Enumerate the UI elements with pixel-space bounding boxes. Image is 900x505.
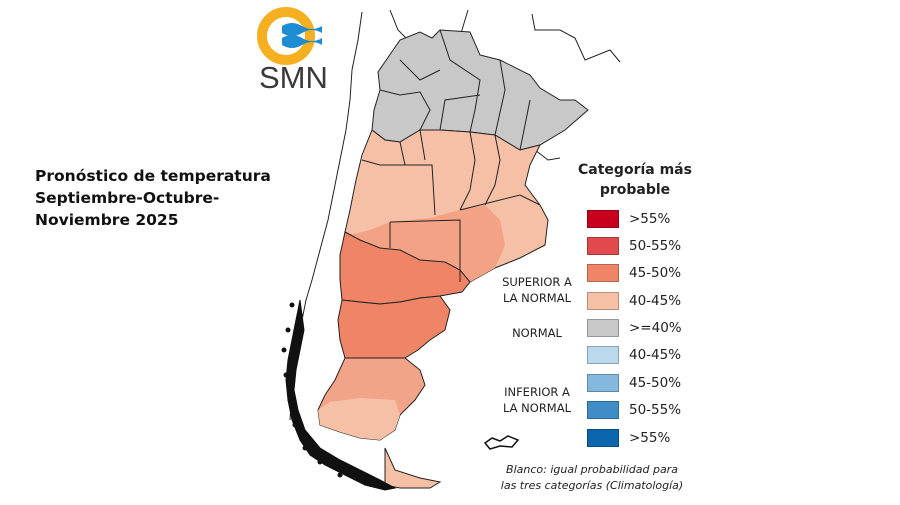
legend-item: 40-45% — [587, 346, 707, 368]
legend-item: >55% — [587, 210, 707, 232]
legend-swatch — [587, 374, 619, 392]
smn-logo-icon — [257, 7, 322, 65]
province-borders — [361, 29, 541, 282]
group-label-inferior: INFERIOR A LA NORMAL — [492, 384, 582, 416]
legend-label: 50-55% — [629, 402, 682, 418]
smn-logo-text: SMN — [259, 60, 328, 95]
smn-logo — [256, 6, 336, 98]
note-line-1: Blanco: igual probabilidad para — [506, 463, 678, 476]
legend-item: >55% — [587, 429, 707, 451]
legend-swatch — [587, 319, 619, 337]
legend-swatch — [587, 210, 619, 228]
inferior-line-1: INFERIOR A — [504, 385, 570, 399]
legend-label: >=40% — [629, 320, 682, 336]
forecast-title: Pronóstico de temperatura Septiembre-Oct… — [35, 165, 271, 231]
legend-swatch — [587, 292, 619, 310]
legend-swatch — [587, 264, 619, 282]
legend-title-line-1: Categoría más — [578, 162, 692, 178]
title-line-3: Noviembre 2025 — [35, 211, 179, 229]
malvinas-islands — [483, 435, 520, 450]
superior-line-2: LA NORMAL — [502, 291, 572, 305]
legend-label: 40-45% — [629, 347, 682, 363]
region-santa-cruz-south-40-45 — [318, 398, 400, 440]
group-label-normal: NORMAL — [512, 326, 562, 340]
legend-swatch — [587, 429, 619, 447]
legend-label: 50-55% — [629, 238, 682, 254]
argentina-temperature-map — [281, 9, 621, 491]
legend-item: 50-55% — [587, 401, 707, 423]
region-center-45-50 — [350, 205, 505, 282]
legend-label: >55% — [629, 211, 671, 227]
climatology-note: Blanco: igual probabilidad para las tres… — [482, 462, 702, 494]
region-chubut-45-50 — [337, 295, 451, 359]
legend-item: 40-45% — [587, 292, 707, 314]
legend-label: 45-50% — [629, 265, 682, 281]
legend-item: >=40% — [587, 319, 707, 341]
legend-swatch — [587, 237, 619, 255]
region-tierra-del-fuego — [384, 447, 442, 489]
legend-title-line-2: probable — [599, 182, 671, 198]
legend-item: 50-55% — [587, 237, 707, 259]
legend-title: Categoría más probable — [555, 160, 715, 200]
legend-swatch — [587, 401, 619, 419]
superior-line-1: SUPERIOR A — [502, 275, 572, 289]
legend-label: 40-45% — [629, 293, 682, 309]
region-patagonia-north-45-50 — [339, 231, 471, 305]
legend-item: 45-50% — [587, 374, 707, 396]
legend-label: 45-50% — [629, 375, 682, 391]
legend-label: >55% — [629, 430, 671, 446]
note-line-2: las tres categorías (Climatología) — [500, 479, 684, 492]
title-line-2: Septiembre-Octubre- — [35, 189, 220, 207]
region-north-normal — [371, 29, 589, 151]
group-label-superior: SUPERIOR A LA NORMAL — [492, 274, 582, 306]
inferior-line-2: LA NORMAL — [502, 401, 572, 415]
legend-item: 45-50% — [587, 264, 707, 286]
chile-archipelago — [281, 299, 397, 491]
title-line-1: Pronóstico de temperatura — [35, 167, 271, 185]
legend-swatch — [587, 346, 619, 364]
